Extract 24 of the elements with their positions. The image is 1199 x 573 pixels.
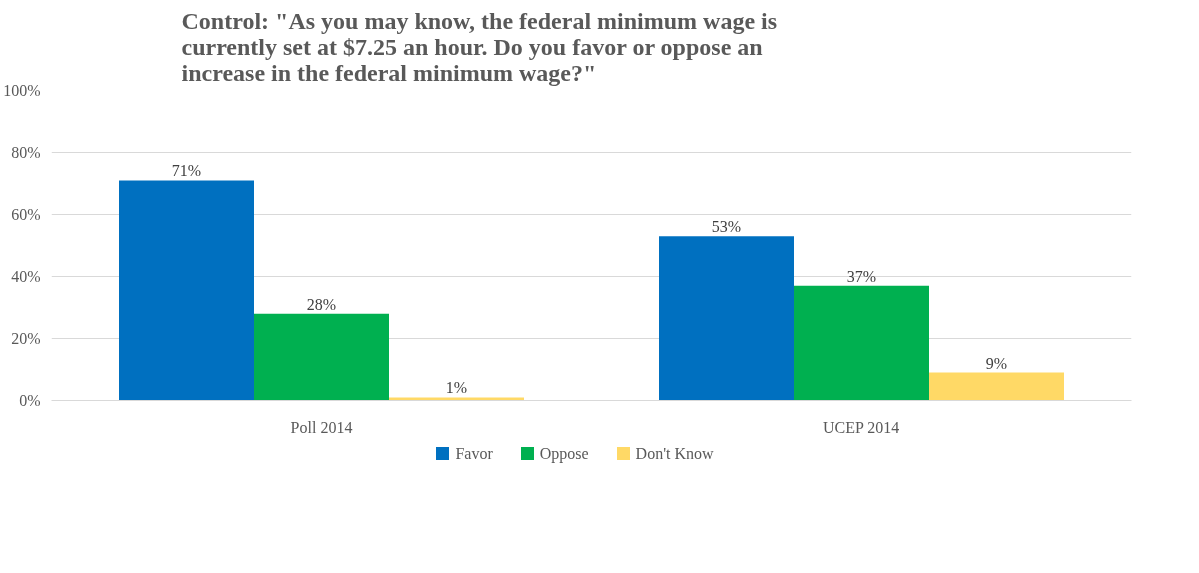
x-tick-label: Poll 2014 <box>290 418 353 436</box>
y-tick-label: 80% <box>11 144 41 161</box>
bar <box>794 285 929 401</box>
data-label: 53% <box>711 218 742 236</box>
y-tick-label: 40% <box>11 268 41 285</box>
data-label: 37% <box>846 267 877 285</box>
y-tick-label: 0% <box>19 392 41 409</box>
legend-label: Favor <box>454 445 493 462</box>
chart-title: Control: "As you may know, the federal minimum wage is currently set at $7.25 an hour. Do you favor or oppose an increase in the federal minimum wage?" <box>181 7 778 86</box>
data-label: 28% <box>306 295 337 313</box>
y-tick-label: 20% <box>11 330 41 347</box>
bar <box>929 372 1064 401</box>
y-tick-label: 100% <box>3 82 41 99</box>
legend-label: Don't Know <box>634 445 714 462</box>
data-label: 9% <box>985 354 1008 372</box>
bar <box>254 313 389 401</box>
bar <box>119 180 254 401</box>
data-label: 1% <box>445 379 468 397</box>
data-label: 71% <box>171 162 202 180</box>
bar <box>659 236 794 401</box>
x-tick-label: UCEP 2014 <box>823 418 900 436</box>
bar <box>389 397 524 401</box>
legend-label: Oppose <box>538 445 589 462</box>
y-tick-label: 60% <box>11 206 41 223</box>
